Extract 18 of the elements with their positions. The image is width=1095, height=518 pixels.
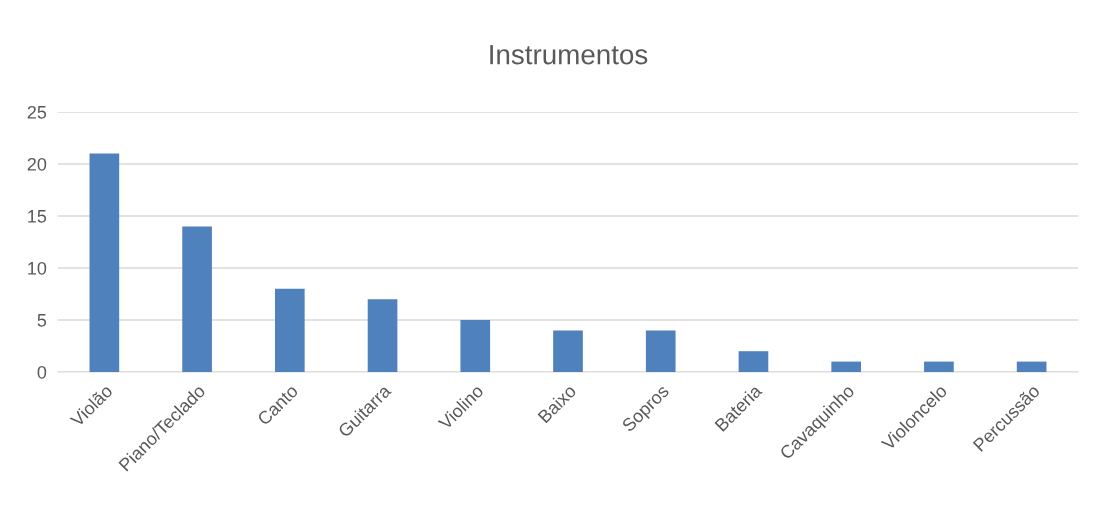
y-tick-label: 15: [28, 210, 47, 223]
y-tick-label: 5: [37, 314, 47, 327]
bar: [924, 361, 954, 372]
bar: [367, 299, 398, 372]
bar: [738, 351, 769, 372]
chart-title: Instrumentos: [490, 45, 648, 65]
y-tick-label: 10: [28, 261, 47, 275]
bar: [831, 361, 862, 372]
y-tick-label: 25: [27, 105, 47, 119]
bar: [1016, 361, 1047, 372]
y-tick-label: 0: [37, 365, 47, 379]
bar: [460, 320, 491, 372]
bar: [89, 153, 120, 372]
bar: [553, 330, 583, 372]
bar: [645, 330, 676, 372]
bar: [274, 288, 305, 372]
y-tick-label: 20: [27, 157, 47, 171]
bar: [182, 226, 212, 372]
